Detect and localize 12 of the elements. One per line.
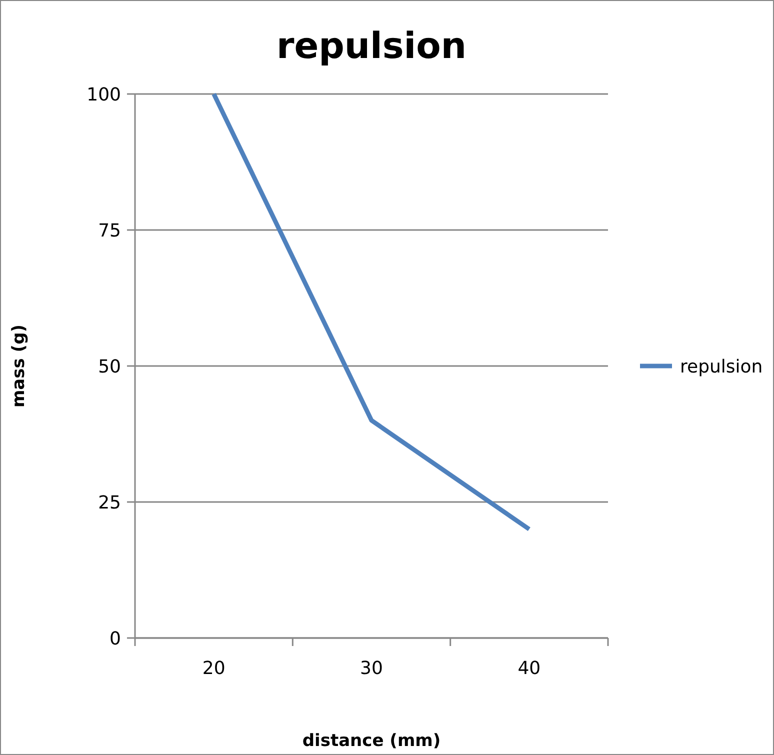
y-axis-title: mass (g) [9, 324, 29, 408]
x-tick-label: 30 [360, 658, 383, 679]
y-tick-label: 25 [98, 492, 121, 514]
y-tick-label: 0 [110, 628, 121, 650]
chart-title: repulsion [276, 26, 467, 67]
x-tick-label: 40 [518, 658, 541, 679]
y-tick-label: 75 [98, 220, 121, 242]
x-axis-title: distance (mm) [302, 731, 441, 751]
x-tick-label: 20 [202, 658, 226, 679]
y-tick-label: 100 [86, 84, 121, 106]
legend-label: repulsion [680, 356, 763, 378]
y-tick-label: 50 [98, 356, 121, 378]
